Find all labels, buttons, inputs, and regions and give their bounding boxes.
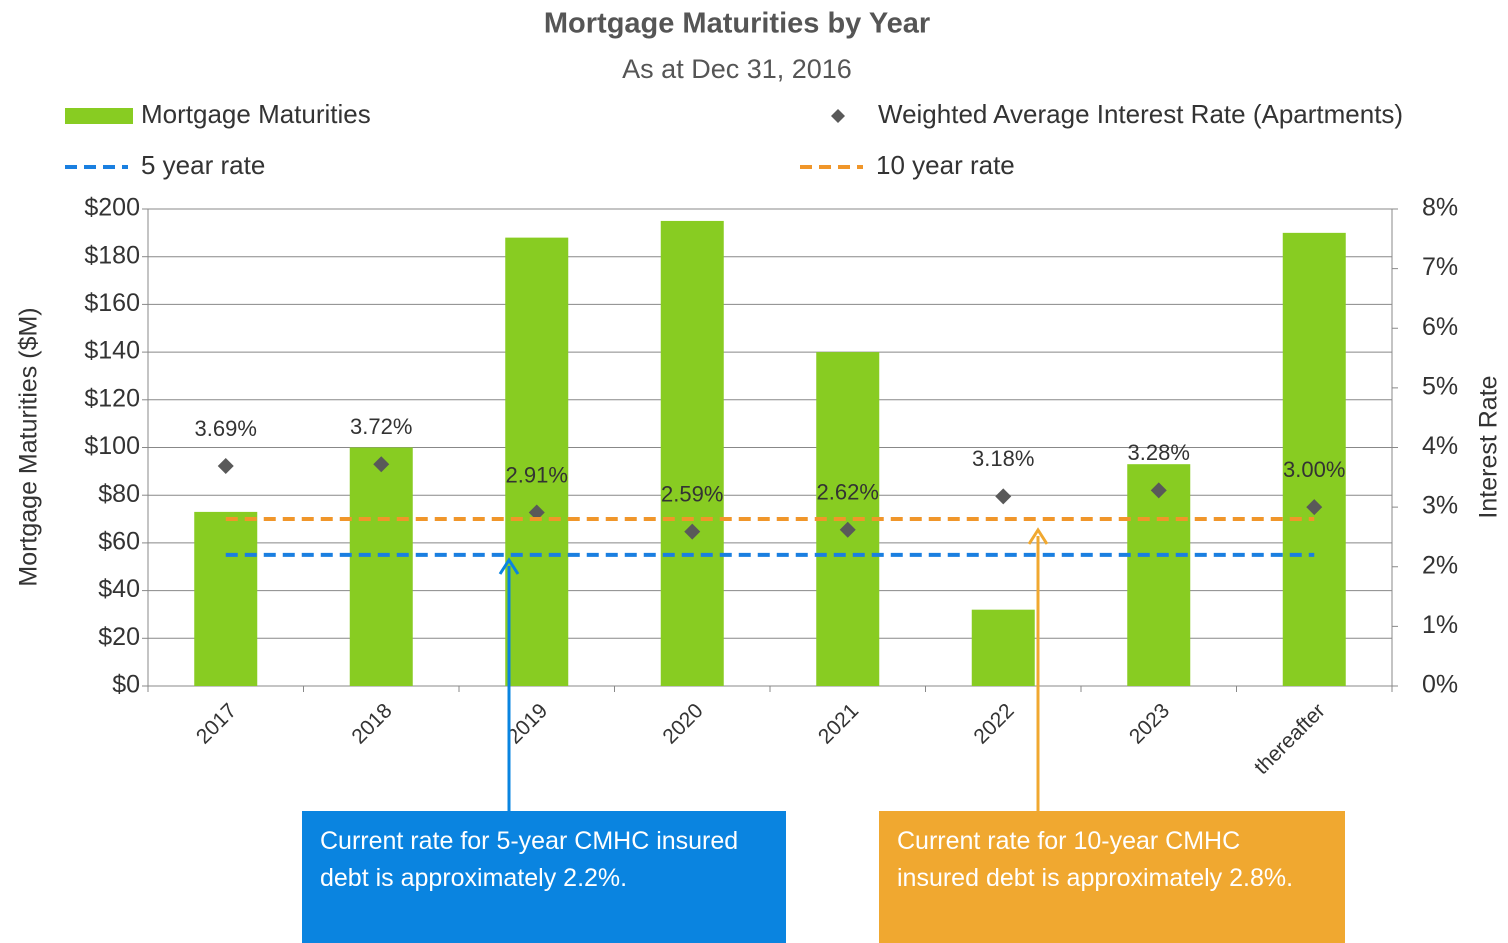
y-tick-label: $120 <box>84 384 140 412</box>
bar <box>1282 232 1346 686</box>
legend-label: Mortgage Maturities <box>141 99 371 129</box>
data-label: 3.72% <box>350 414 412 439</box>
data-label: 2.59% <box>661 481 723 506</box>
rate-marker <box>995 488 1012 505</box>
annotation-arrowhead <box>498 557 520 575</box>
y-tick-label: $100 <box>84 432 140 460</box>
rate-marker <box>528 504 545 521</box>
y2-axis-title: Interest Rate <box>1475 375 1503 518</box>
x-tick-label: 2022 <box>969 699 1018 748</box>
rate-marker <box>839 521 856 538</box>
data-label: 2.62% <box>817 480 879 505</box>
y2-tick-label: 2% <box>1422 551 1458 579</box>
legend-label: Weighted Average Interest Rate (Apartmen… <box>878 99 1403 129</box>
y-tick-label: $140 <box>84 337 140 365</box>
legend-swatch <box>65 108 133 124</box>
chart-subtitle: As at Dec 31, 2016 <box>622 54 852 84</box>
rate-marker <box>1150 482 1167 499</box>
rate-marker <box>684 523 701 540</box>
y-tick-label: $20 <box>98 623 140 651</box>
legend-label: 5 year rate <box>141 150 265 180</box>
y-tick-label: $0 <box>112 671 140 699</box>
data-label: 3.18% <box>972 446 1034 471</box>
annotation-arrowhead <box>1027 527 1049 545</box>
y2-tick-label: 4% <box>1422 432 1458 460</box>
y2-tick-label: 3% <box>1422 492 1458 520</box>
chart-title: Mortgage Maturities by Year <box>544 8 930 40</box>
y2-tick-label: 6% <box>1422 313 1458 341</box>
rate-marker <box>373 456 390 473</box>
y-tick-label: $40 <box>98 575 140 603</box>
x-tick-label: 2017 <box>192 699 241 748</box>
y-tick-label: $180 <box>84 241 140 269</box>
x-tick-label: 2023 <box>1125 699 1174 748</box>
annotation-box: Current rate for 5-year CMHC insured deb… <box>302 811 786 943</box>
data-label: 3.69% <box>195 416 257 441</box>
x-tick-label: thereafter <box>1250 699 1330 779</box>
bar <box>1127 464 1191 686</box>
x-tick-label: 2021 <box>814 699 863 748</box>
bar <box>505 237 569 686</box>
data-label: 3.00% <box>1283 457 1345 482</box>
y2-tick-label: 1% <box>1422 611 1458 639</box>
bar <box>194 511 258 686</box>
data-label: 2.91% <box>506 462 568 487</box>
x-tick-label: 2020 <box>658 699 707 748</box>
y2-tick-label: 8% <box>1422 194 1458 222</box>
rate-marker <box>217 457 234 474</box>
y-tick-label: $80 <box>98 480 140 508</box>
y-tick-label: $60 <box>98 528 140 556</box>
annotation-box: Current rate for 10-year CMHC insured de… <box>879 811 1345 943</box>
data-label: 3.28% <box>1128 440 1190 465</box>
bar <box>971 609 1035 686</box>
y2-tick-label: 0% <box>1422 671 1458 699</box>
y-tick-label: $200 <box>84 194 140 222</box>
rate-marker <box>1306 499 1323 516</box>
y2-tick-label: 7% <box>1422 253 1458 281</box>
bar <box>349 447 413 686</box>
y-axis-title: Mortgage Maturities ($M) <box>15 307 43 586</box>
bar <box>660 220 724 687</box>
y2-tick-label: 5% <box>1422 372 1458 400</box>
x-tick-label: 2018 <box>347 699 396 748</box>
legend-swatch <box>831 109 845 123</box>
legend-label: 10 year rate <box>876 150 1015 180</box>
y-tick-label: $160 <box>84 289 140 317</box>
